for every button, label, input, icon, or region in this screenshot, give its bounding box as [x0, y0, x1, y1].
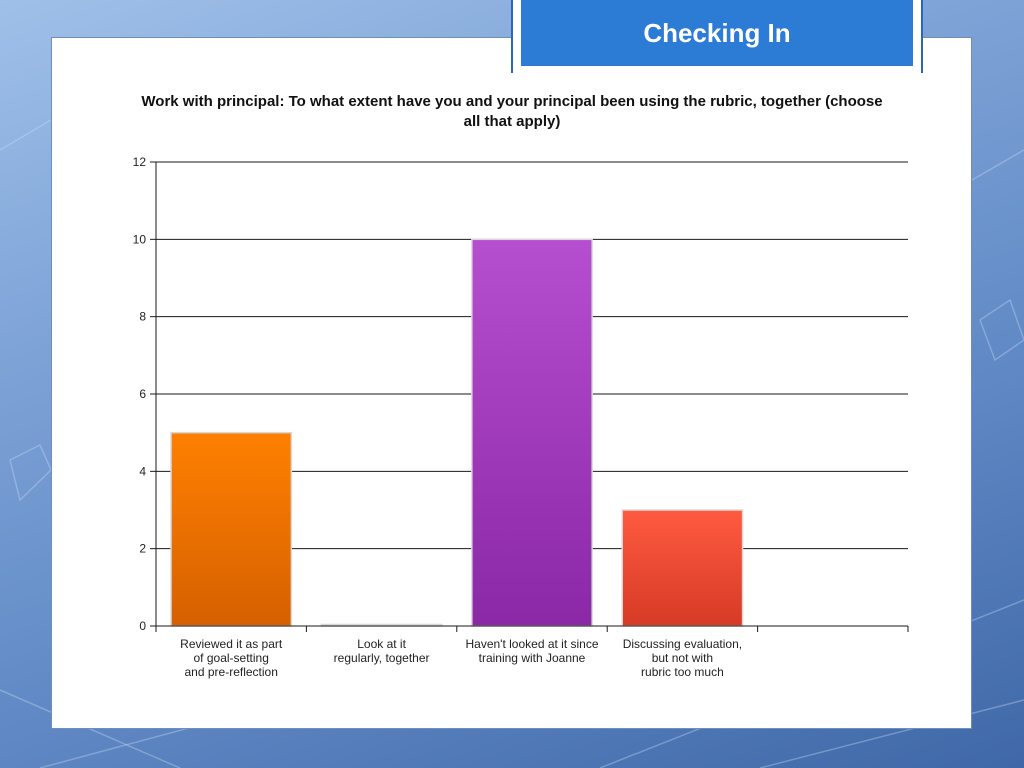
slide-title-tab: Checking In	[511, 0, 923, 73]
y-tick-label: 4	[139, 464, 146, 478]
y-tick-label: 8	[139, 310, 146, 324]
axes	[150, 161, 909, 632]
y-tick-label: 12	[133, 155, 147, 169]
x-category-label: Reviewed it as part of goal-setting and pr…	[180, 637, 283, 679]
y-tick-label: 0	[139, 619, 146, 633]
chart-title: Work with principal: To what extent have…	[141, 93, 883, 130]
slide-title-box: Checking In	[521, 0, 913, 66]
bar-4	[621, 509, 744, 627]
y-tick-label: 2	[139, 542, 146, 556]
bar-1	[170, 431, 293, 627]
slide-title: Checking In	[643, 17, 791, 48]
x-category-label: Haven't looked at it since training with …	[465, 637, 598, 665]
x-category-label: Look at it regularly, together	[334, 637, 430, 665]
bars	[170, 238, 744, 627]
x-category-label: Discussing evaluation, but not with rubric…	[623, 637, 742, 679]
y-tick-label: 6	[139, 387, 146, 401]
axis-labels: 0 2 4 6 8 10 12 Reviewed it as part of goal-sett…	[133, 155, 742, 679]
y-tick-label: 10	[133, 232, 147, 246]
bar-3	[471, 238, 593, 627]
